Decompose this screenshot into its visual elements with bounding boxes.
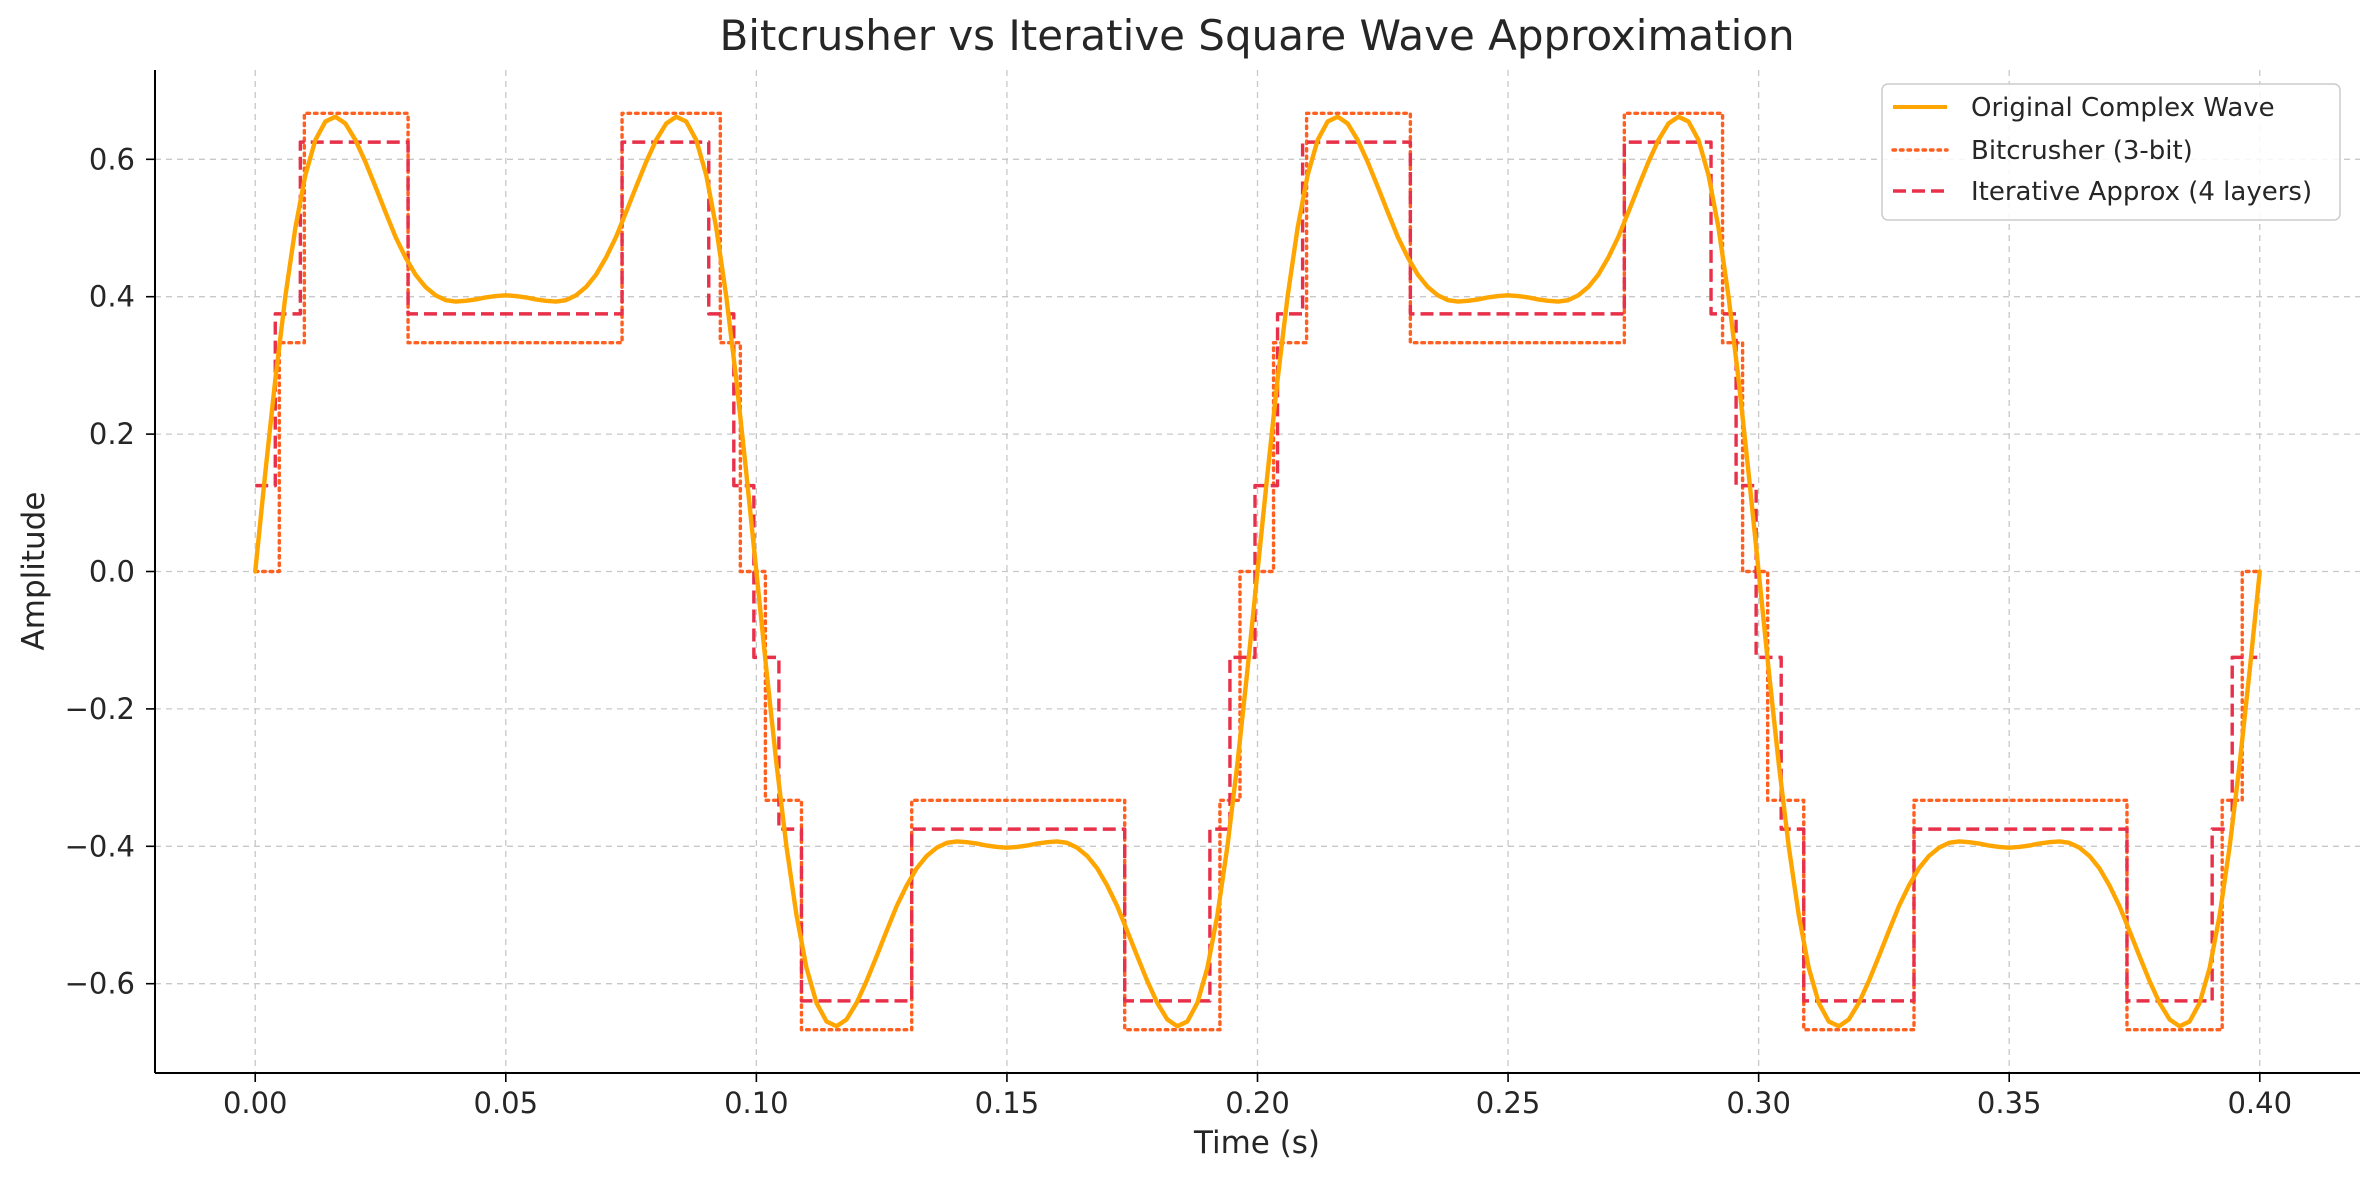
legend-label-iterative-approx: Iterative Approx (4 layers)	[1971, 177, 2312, 207]
y-tick-label: 0.4	[89, 280, 135, 314]
x-tick-label: 0.25	[1476, 1086, 1541, 1120]
series-line-original-complex-wave	[253, 114, 2262, 1029]
x-tick-label: 0.15	[975, 1086, 1040, 1120]
x-tick-label: 0.30	[1726, 1086, 1791, 1120]
y-tick-label: −0.2	[65, 692, 135, 726]
series-line-iterative-approx-4-layers	[255, 140, 2258, 1003]
legend-label-bitcrusher: Bitcrusher (3-bit)	[1971, 136, 2193, 166]
chart-title: Bitcrusher vs Iterative Square Wave Appr…	[719, 11, 1794, 60]
y-tick-label: −0.4	[65, 829, 135, 863]
y-tick-label: 0.6	[89, 142, 135, 176]
x-tick-label: 0.40	[2227, 1086, 2292, 1120]
x-tick-label: 0.10	[724, 1086, 789, 1120]
legend-label-original-complex-wave: Original Complex Wave	[1971, 93, 2275, 123]
y-tick-label: 0.0	[89, 555, 135, 589]
plot-area	[253, 111, 2262, 1032]
legend-frame	[1881, 83, 2341, 221]
x-tick-label: 0.05	[474, 1086, 539, 1120]
ticks: 0.00 0.05 0.10 0.15 0.20 0.25 0.30 0.35 0.40 −0.6…	[65, 142, 2292, 1120]
x-tick-label: 0.20	[1225, 1086, 1290, 1120]
y-tick-label: 0.2	[89, 417, 135, 451]
x-axis-label: Time (s)	[1193, 1125, 1320, 1161]
y-axis-label: Amplitude	[16, 492, 52, 651]
x-tick-label: 0.00	[223, 1086, 288, 1120]
legend: Original Complex Wave Bitcrusher (3-bit)…	[1881, 83, 2341, 221]
x-tick-label: 0.35	[1977, 1086, 2042, 1120]
y-tick-label: −0.6	[65, 967, 135, 1001]
